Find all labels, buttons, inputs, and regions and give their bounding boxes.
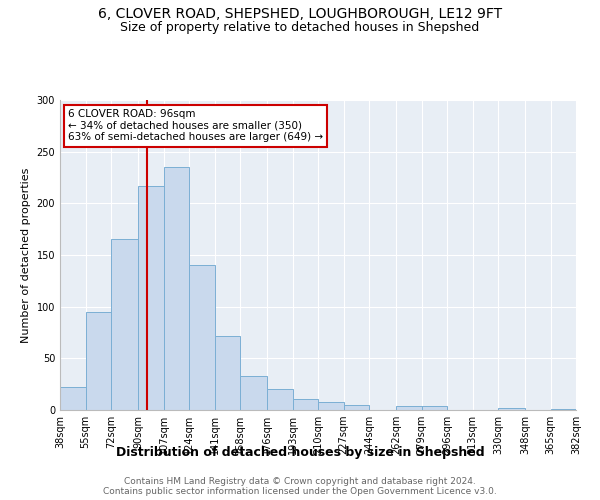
Bar xyxy=(138,186,163,410)
Y-axis label: Number of detached properties: Number of detached properties xyxy=(21,168,31,342)
Bar xyxy=(189,266,215,410)
Text: Distribution of detached houses by size in Shepshed: Distribution of detached houses by size … xyxy=(116,446,484,459)
Bar xyxy=(163,167,189,410)
Bar xyxy=(343,405,369,410)
Bar xyxy=(215,336,240,410)
Bar xyxy=(318,402,343,410)
Text: Contains HM Land Registry data © Crown copyright and database right 2024.: Contains HM Land Registry data © Crown c… xyxy=(124,476,476,486)
Bar xyxy=(111,240,138,410)
Bar xyxy=(267,390,293,410)
Bar xyxy=(498,408,525,410)
Text: Size of property relative to detached houses in Shepshed: Size of property relative to detached ho… xyxy=(121,21,479,34)
Text: Contains public sector information licensed under the Open Government Licence v3: Contains public sector information licen… xyxy=(103,486,497,496)
Bar xyxy=(86,312,111,410)
Bar xyxy=(551,409,576,410)
Bar xyxy=(293,398,318,410)
Bar xyxy=(60,388,86,410)
Bar xyxy=(396,406,421,410)
Text: 6, CLOVER ROAD, SHEPSHED, LOUGHBOROUGH, LE12 9FT: 6, CLOVER ROAD, SHEPSHED, LOUGHBOROUGH, … xyxy=(98,8,502,22)
Bar xyxy=(421,406,447,410)
Text: 6 CLOVER ROAD: 96sqm
← 34% of detached houses are smaller (350)
63% of semi-deta: 6 CLOVER ROAD: 96sqm ← 34% of detached h… xyxy=(68,110,323,142)
Bar xyxy=(240,376,267,410)
